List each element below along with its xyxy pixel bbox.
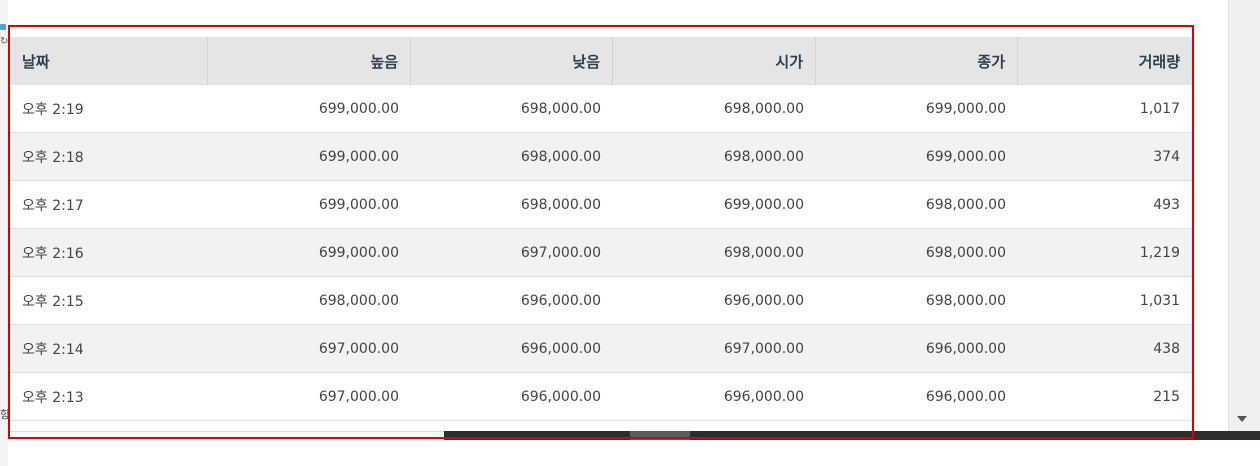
cell-low: 696,000.00 — [520, 340, 601, 357]
cell-low: 698,000.00 — [520, 196, 601, 213]
cell-volume: 1,219 — [1139, 244, 1180, 261]
vertical-scrollbar[interactable] — [1228, 0, 1260, 432]
horizontal-scroll-thumb[interactable] — [630, 431, 690, 440]
table-row[interactable]: 오후 2:19 699,000.00 698,000.00 698,000.00… — [10, 85, 1192, 133]
cell-open: 696,000.00 — [723, 388, 804, 405]
price-history-table: 날짜 높음 낮음 시가 종가 거래량 오후 2:19 699,000.00 69… — [10, 37, 1192, 421]
triangle-down-icon[interactable] — [1237, 416, 1247, 422]
cell-open: 698,000.00 — [723, 148, 804, 165]
table-row[interactable]: 오후 2:16 699,000.00 697,000.00 698,000.00… — [10, 229, 1192, 277]
left-window-edge — [0, 0, 8, 466]
cell-date: 오후 2:13 — [22, 389, 84, 406]
cell-high: 698,000.00 — [318, 292, 399, 309]
cell-low: 697,000.00 — [520, 244, 601, 261]
cell-high: 699,000.00 — [318, 196, 399, 213]
cell-high: 699,000.00 — [318, 148, 399, 165]
column-header-close[interactable]: 종가 — [816, 37, 1018, 85]
cell-volume: 374 — [1153, 148, 1180, 165]
cell-open: 696,000.00 — [723, 292, 804, 309]
column-header-date[interactable]: 날짜 — [10, 37, 208, 85]
column-header-high[interactable]: 높음 — [208, 37, 411, 85]
horizontal-scrollbar[interactable] — [10, 431, 1260, 440]
cell-close: 699,000.00 — [925, 100, 1006, 117]
cell-high: 699,000.00 — [318, 244, 399, 261]
cell-low: 698,000.00 — [520, 148, 601, 165]
cell-high: 697,000.00 — [318, 340, 399, 357]
cell-volume: 1,017 — [1139, 100, 1180, 117]
table-row[interactable]: 오후 2:14 697,000.00 696,000.00 697,000.00… — [10, 325, 1192, 373]
cell-open: 699,000.00 — [723, 196, 804, 213]
cell-date: 오후 2:19 — [22, 101, 84, 118]
cell-low: 696,000.00 — [520, 292, 601, 309]
cell-close: 699,000.00 — [925, 148, 1006, 165]
cell-volume: 493 — [1153, 196, 1180, 213]
app-icon — [0, 24, 6, 30]
cell-date: 오후 2:15 — [22, 293, 84, 310]
cell-volume: 438 — [1153, 340, 1180, 357]
cell-open: 698,000.00 — [723, 100, 804, 117]
cell-date: 오후 2:18 — [22, 149, 84, 166]
table-row[interactable]: 오후 2:13 697,000.00 696,000.00 696,000.00… — [10, 373, 1192, 421]
cell-volume: 1,031 — [1139, 292, 1180, 309]
cell-high: 699,000.00 — [318, 100, 399, 117]
cell-close: 698,000.00 — [925, 196, 1006, 213]
cell-low: 696,000.00 — [520, 388, 601, 405]
cell-close: 698,000.00 — [925, 244, 1006, 261]
cell-open: 697,000.00 — [723, 340, 804, 357]
cell-low: 698,000.00 — [520, 100, 601, 117]
table-row[interactable]: 오후 2:18 699,000.00 698,000.00 698,000.00… — [10, 133, 1192, 181]
refresh-icon: ↻ — [0, 36, 9, 47]
column-header-volume[interactable]: 거래량 — [1138, 52, 1180, 71]
cell-date: 오후 2:16 — [22, 245, 84, 262]
right-gutter — [1196, 0, 1228, 432]
cell-high: 697,000.00 — [318, 388, 399, 405]
table-row[interactable]: 오후 2:15 698,000.00 696,000.00 696,000.00… — [10, 277, 1192, 325]
cell-date: 오후 2:17 — [22, 197, 84, 214]
column-header-open[interactable]: 시가 — [613, 37, 816, 85]
cell-open: 698,000.00 — [723, 244, 804, 261]
column-header-low[interactable]: 낮음 — [411, 37, 613, 85]
cell-volume: 215 — [1153, 388, 1180, 405]
horizontal-scroll-track — [10, 431, 444, 440]
cell-close: 696,000.00 — [925, 388, 1006, 405]
left-edge-text: 항 — [0, 408, 11, 421]
cell-date: 오후 2:14 — [22, 341, 84, 358]
cell-close: 698,000.00 — [925, 292, 1006, 309]
cell-close: 696,000.00 — [925, 340, 1006, 357]
table-row[interactable]: 오후 2:17 699,000.00 698,000.00 699,000.00… — [10, 181, 1192, 229]
table-header-row: 날짜 높음 낮음 시가 종가 거래량 — [10, 37, 1192, 85]
